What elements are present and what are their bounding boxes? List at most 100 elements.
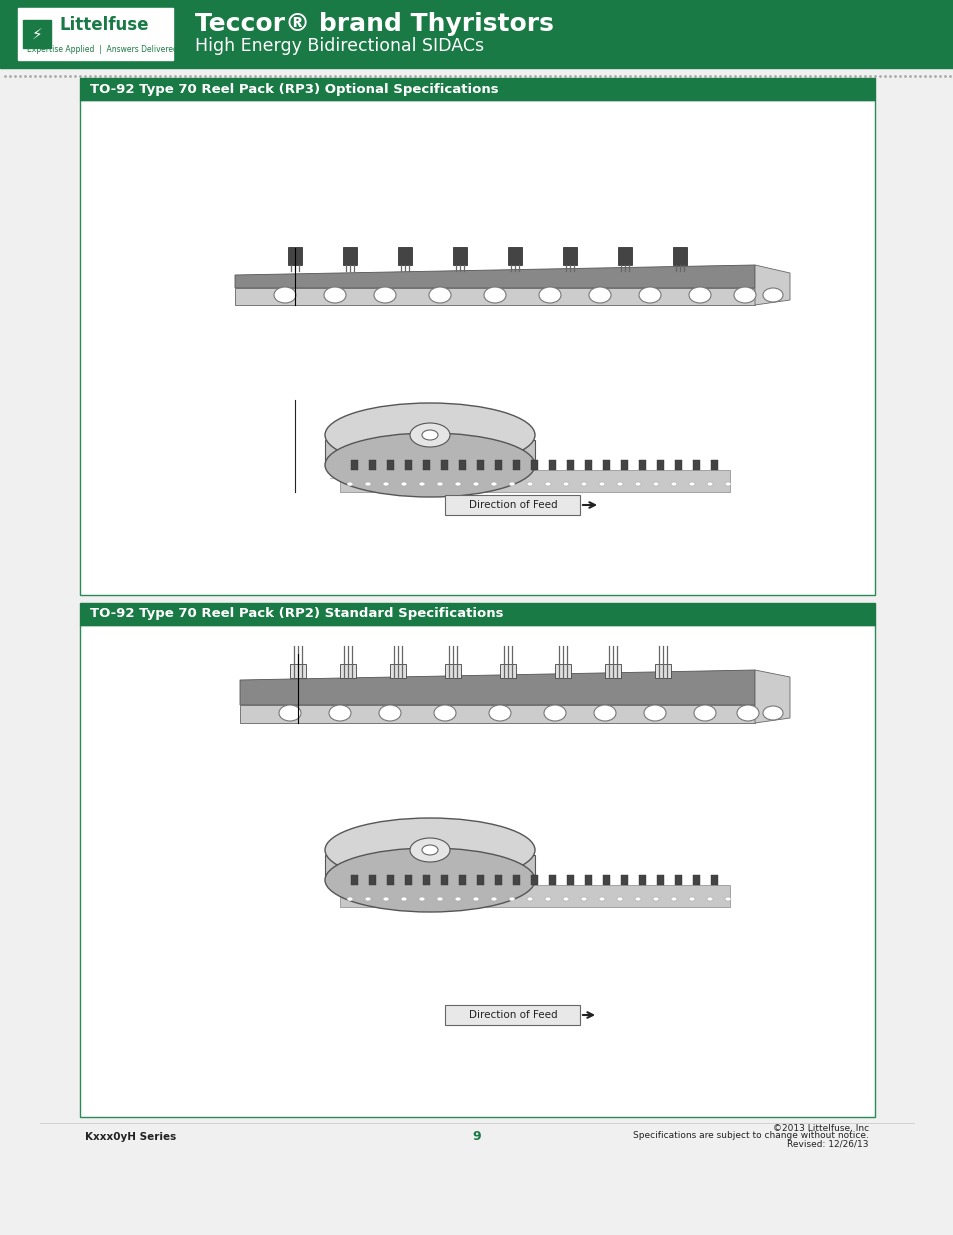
Ellipse shape [526, 482, 533, 487]
Text: 1.97: 1.97 [270, 862, 290, 872]
Ellipse shape [325, 433, 535, 496]
Ellipse shape [378, 705, 400, 721]
Bar [458, 459, 465, 471]
Ellipse shape [643, 705, 665, 721]
Text: (6.0): (6.0) [202, 685, 222, 694]
Text: High Energy Bidirectional SIDACs: High Energy Bidirectional SIDACs [194, 37, 483, 56]
Text: (12.7): (12.7) [359, 645, 386, 655]
Bar [80, 603, 874, 625]
Ellipse shape [325, 403, 535, 467]
Ellipse shape [588, 287, 610, 303]
Text: 0.708: 0.708 [172, 280, 198, 289]
FancyBboxPatch shape [444, 1005, 579, 1025]
Text: 0.20: 0.20 [415, 734, 435, 742]
Text: (9.0): (9.0) [213, 716, 235, 725]
Bar [405, 459, 412, 471]
Bar [422, 876, 430, 885]
Text: Flat Up: Flat Up [508, 419, 606, 441]
Text: Dimensions
are in inches
(and millimeters).: Dimensions are in inches (and millimeter… [639, 805, 726, 844]
Text: 1.3: 1.3 [167, 277, 181, 285]
Text: (12.7): (12.7) [296, 316, 323, 325]
Bar [422, 459, 430, 471]
Bar [602, 459, 609, 471]
Text: Littelfuse: Littelfuse [60, 16, 150, 35]
Bar [566, 459, 574, 471]
Text: Expertise Applied  |  Answers Delivered: Expertise Applied | Answers Delivered [27, 46, 177, 54]
Text: 0.236: 0.236 [192, 275, 215, 284]
Bar [440, 459, 448, 471]
Bar [584, 459, 592, 471]
Bar [458, 876, 465, 885]
Bar [453, 247, 467, 266]
Ellipse shape [509, 897, 515, 902]
Text: 0.50: 0.50 [305, 734, 325, 742]
Text: (23.2): (23.2) [793, 680, 820, 690]
Ellipse shape [562, 897, 568, 902]
FancyBboxPatch shape [444, 495, 579, 515]
Text: 1.30: 1.30 [155, 692, 175, 701]
Ellipse shape [652, 897, 659, 902]
Bar [548, 459, 556, 471]
Ellipse shape [580, 897, 586, 902]
Text: 0.02: 0.02 [232, 700, 250, 709]
Text: (6.0): (6.0) [196, 284, 215, 293]
Bar [499, 664, 516, 678]
Bar [23, 20, 51, 48]
Bar [444, 664, 460, 678]
Ellipse shape [400, 897, 407, 902]
Ellipse shape [455, 482, 460, 487]
Bar [343, 247, 356, 266]
Ellipse shape [491, 897, 497, 902]
Ellipse shape [274, 287, 295, 303]
Bar [440, 876, 448, 885]
Text: 0.354: 0.354 [214, 291, 240, 301]
Ellipse shape [635, 897, 640, 902]
Text: Flat Down: Flat Down [508, 837, 626, 858]
Text: (33.0): (33.0) [149, 701, 175, 711]
Text: (18.0): (18.0) [169, 701, 195, 710]
Ellipse shape [544, 897, 551, 902]
Bar [339, 664, 355, 678]
Bar [675, 459, 681, 471]
Bar [80, 78, 874, 100]
Text: 14.17: 14.17 [416, 783, 442, 792]
Text: (5.08): (5.08) [411, 741, 438, 750]
Bar [531, 876, 537, 885]
Bar [657, 459, 663, 471]
Text: 0.25: 0.25 [415, 638, 435, 647]
Bar [692, 459, 700, 471]
Ellipse shape [543, 705, 565, 721]
Text: (50.0): (50.0) [263, 457, 290, 466]
Polygon shape [240, 671, 754, 705]
Bar [618, 247, 631, 266]
Polygon shape [339, 885, 729, 906]
Bar [351, 876, 357, 885]
Bar [710, 459, 718, 471]
Ellipse shape [562, 482, 568, 487]
Bar [290, 664, 306, 678]
Bar [531, 459, 537, 471]
Bar [604, 664, 620, 678]
Text: (4.0): (4.0) [792, 317, 814, 326]
Bar [672, 247, 686, 266]
Ellipse shape [421, 845, 437, 855]
Bar [548, 876, 556, 885]
Ellipse shape [347, 482, 353, 487]
Bar [555, 664, 571, 678]
Ellipse shape [324, 287, 346, 303]
Text: (360.0): (360.0) [414, 375, 446, 384]
Text: TO-92 Type 70 Reel Pack (RP2) Standard Specifications: TO-92 Type 70 Reel Pack (RP2) Standard S… [90, 608, 503, 620]
Ellipse shape [635, 482, 640, 487]
Bar [405, 876, 412, 885]
Text: DIA: DIA [805, 312, 821, 321]
Text: 0.157: 0.157 [792, 309, 818, 317]
Text: 0.91: 0.91 [793, 674, 813, 683]
Ellipse shape [688, 482, 695, 487]
Bar [476, 876, 483, 885]
FancyBboxPatch shape [80, 100, 875, 595]
Text: Direction of Feed: Direction of Feed [468, 500, 557, 510]
Bar [513, 876, 519, 885]
Ellipse shape [526, 897, 533, 902]
Bar [390, 664, 406, 678]
Bar [584, 876, 592, 885]
